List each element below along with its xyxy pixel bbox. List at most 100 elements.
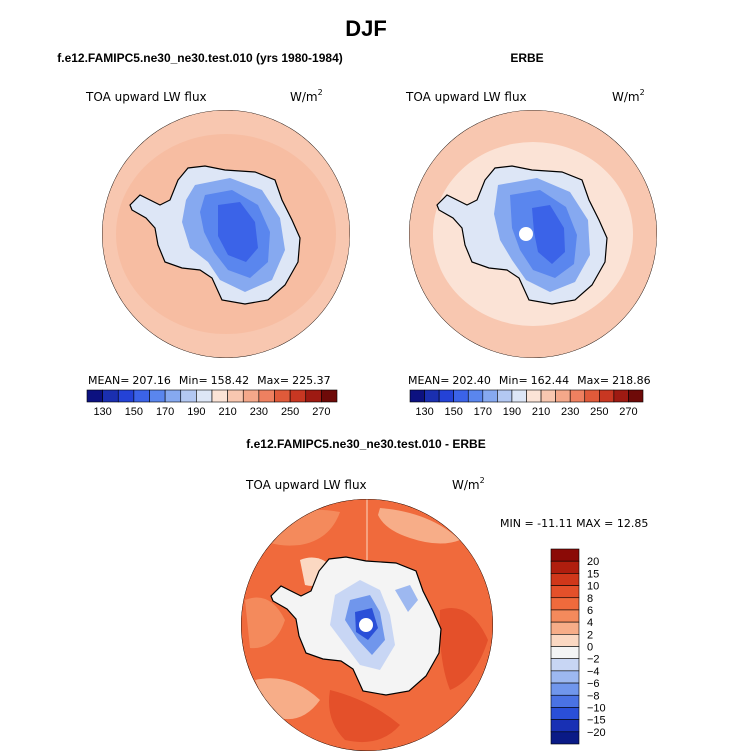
panel-difference-colorbar-tick-label: 6 [587,605,593,617]
panel-erbe-title: ERBE [510,51,543,65]
panel-erbe-colorbar-box [424,389,440,403]
panel-erbe-pole-gap [519,227,533,241]
panel-erbe-colorbar-box [613,389,629,403]
panel-erbe-colorbar-box [453,389,469,403]
panel-difference-patch-5 [329,690,400,743]
panel-difference: f.e12.FAMIPC5.ne30_ne30.test.010 - ERBE … [241,437,648,751]
panel-difference-colorbar-box [550,682,580,696]
panel-model-colorbar [86,389,338,403]
panel-erbe-colorbar-box [511,389,527,403]
panel-model-colorbar-box [133,389,150,403]
panel-difference-colorbar-tick-label: −2 [587,654,600,666]
panel-difference-colorbar-box [550,573,580,586]
panel-erbe-colorbar-box [482,389,498,403]
panel-difference-map [241,499,493,751]
panel-erbe-colorbar-tick-label: 130 [415,406,433,418]
panel-model-colorbar-tick-label: 130 [93,406,111,418]
panel-model-map [102,110,350,358]
panel-model-colorbar-box [102,389,119,403]
panel-difference-pole-gap [359,618,373,632]
panel-erbe-colorbar-tick-label: 230 [561,406,579,418]
panel-difference-colorbar-box [550,719,580,733]
panel-model-warm-patch [102,110,190,120]
panel-erbe-colorbar [409,389,644,403]
panel-difference-colorbar-box [550,560,580,574]
panel-erbe: ERBE TOA upward LW flux W/m2 MEAN= 202.40… [405,51,657,418]
panel-difference-colorbar-box [550,694,580,708]
panel-erbe-colorbar-box [526,389,542,403]
panel-difference-variable-label: TOA upward LW flux [245,478,367,492]
panel-erbe-colorbar-box [540,389,556,403]
panel-difference-colorbar-tick-label: 4 [587,617,593,629]
panel-model: f.e12.FAMIPC5.ne30_ne30.test.010 (yrs 19… [57,51,350,418]
panel-model-colorbar-box [242,389,260,403]
panel-difference-colorbar-box [550,707,580,720]
panel-model-colorbar-tick-label: 250 [281,406,299,418]
panel-erbe-variable-label: TOA upward LW flux [405,90,527,104]
panel-model-colorbar-tick-label: 270 [312,406,330,418]
panel-erbe-colorbar-box [409,389,425,403]
panel-model-colorbar-box [321,389,338,403]
panel-difference-colorbar-box [550,548,580,562]
panel-difference-colorbar-box [550,670,580,684]
panel-difference-colorbar-box [550,597,580,611]
panel-difference-colorbar-box [550,609,580,623]
panel-difference-colorbar-tick-label: 0 [587,642,593,654]
panel-difference-colorbar-tick-label: −10 [587,702,606,714]
panel-difference-colorbar [550,548,580,745]
panel-erbe-colorbar-box [628,389,644,403]
panel-model-colorbar-tick-label: 230 [250,406,268,418]
panel-model-variable-label: TOA upward LW flux [85,90,207,104]
panel-difference-colorbar-tick-label: −8 [587,690,600,702]
panel-model-colorbar-tick-label: 170 [156,406,174,418]
panel-difference-colorbar-box [550,621,580,635]
panel-erbe-colorbar-tick-label: 250 [590,406,608,418]
panel-model-contour-160 [218,202,258,262]
panel-model-colorbar-box [164,389,182,403]
panel-model-stats: MEAN= 207.16 Min= 158.42 Max= 225.37 [88,374,331,387]
panel-model-units-label: W/m2 [290,88,323,104]
panel-difference-colorbar-tick-label: −20 [587,727,606,739]
panel-erbe-colorbar-tick-label: 190 [503,406,521,418]
panel-difference-colorbar-tick-label: 20 [587,556,599,568]
panel-model-colorbar-box [211,389,228,403]
panel-erbe-colorbar-box [555,389,571,403]
panel-model-colorbar-tick-label: 210 [218,406,236,418]
panel-difference-colorbar-tick-label: −4 [587,666,600,678]
panel-erbe-colorbar-box [569,389,586,403]
panel-difference-patch-2 [378,508,460,544]
panel-model-title: f.e12.FAMIPC5.ne30_ne30.test.010 (yrs 19… [57,51,343,65]
panel-model-colorbar-box [258,389,275,403]
panel-model-colorbar-box [227,389,244,403]
panel-erbe-colorbar-tick-label: 170 [474,406,492,418]
panel-erbe-contour-160 [532,205,565,264]
panel-difference-colorbar-box [550,634,580,647]
panel-model-colorbar-box [117,389,135,403]
panel-erbe-colorbar-tick-label: 150 [445,406,463,418]
panel-difference-colorbar-tick-label: 8 [587,593,593,605]
panel-erbe-colorbar-box [497,389,513,403]
panel-model-colorbar-box [289,389,307,403]
panel-erbe-colorbar-ticks: 130 150 170 190 210 230 250 270 [415,406,637,418]
panel-difference-title: f.e12.FAMIPC5.ne30_ne30.test.010 - ERBE [246,437,485,451]
panel-erbe-stats: MEAN= 202.40 Min= 162.44 Max= 218.86 [408,374,651,387]
panel-erbe-colorbar-box [599,389,615,403]
panel-model-colorbar-tick-label: 150 [125,406,143,418]
panel-model-colorbar-box [180,389,197,403]
panel-erbe-colorbar-tick-label: 210 [532,406,550,418]
panel-difference-contour-neg4 [395,585,418,612]
panel-difference-colorbar-box [550,646,580,659]
panel-erbe-colorbar-tick-label: 270 [619,406,637,418]
panel-difference-colorbar-tick-label: 10 [587,581,599,593]
panel-difference-units-label: W/m2 [452,476,485,492]
panel-difference-colorbar-tick-label: 2 [587,629,593,641]
panel-model-colorbar-box [305,389,322,403]
panel-difference-colorbar-box [550,585,580,599]
panel-difference-colorbar-box [550,731,580,745]
panel-difference-patch-3 [245,597,285,649]
panel-erbe-units-label: W/m2 [612,88,645,104]
panel-erbe-colorbar-box [438,389,454,403]
panel-model-colorbar-tick-label: 190 [187,406,205,418]
